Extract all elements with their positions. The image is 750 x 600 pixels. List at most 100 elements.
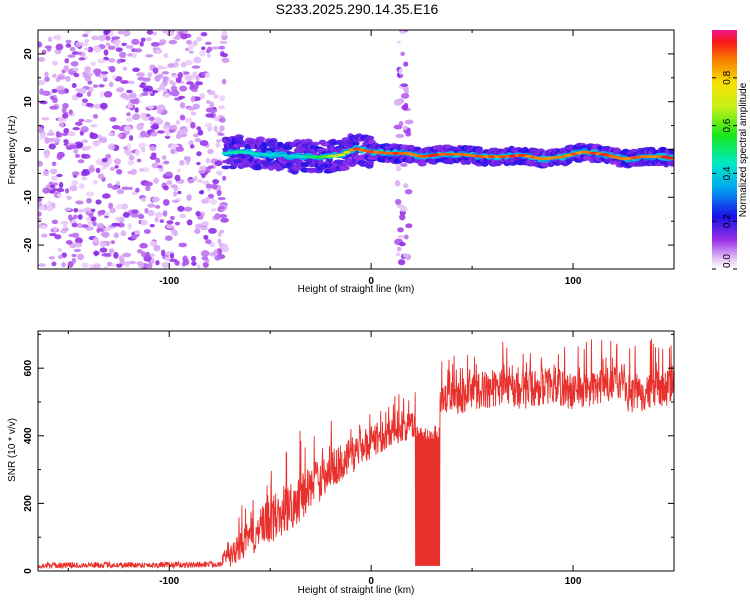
noise-blob [51,60,58,66]
noise-blob [63,64,70,72]
noise-blob [80,224,89,228]
noise-blob [205,239,212,245]
noise-blob [115,181,120,186]
noise-blob [71,253,77,258]
noise-blob [92,84,99,88]
noise-blob [93,250,99,257]
noise-blob [174,221,181,226]
ridge-halo [364,135,375,141]
noise-blob [101,71,109,75]
noise-blob [221,30,228,37]
noise-blob [403,102,409,108]
noise-blob [189,144,195,149]
noise-blob [54,234,62,240]
noise-blob [111,36,121,40]
noise-blob [131,209,139,215]
noise-blob [103,91,113,98]
colorbar-tick-label: 0.6 [722,118,733,132]
noise-blob [155,260,160,266]
noise-blob [85,191,95,197]
noise-blob [41,117,50,121]
noise-blob [157,130,165,134]
noise-blob [96,227,101,234]
noise-blob [199,140,209,147]
noise-blob [175,119,181,125]
noise-blob [48,143,56,150]
noise-blob [38,197,43,202]
noise-blob [68,214,73,221]
noise-blob [136,158,142,163]
noise-blob [99,90,105,98]
noise-blob [162,199,170,206]
colorbar-label: Normalized spectral amplitude [738,82,749,217]
noise-blob [71,171,80,176]
ridge-halo [381,143,391,148]
noise-blob [70,61,79,67]
noise-blob [153,177,159,184]
noise-blob [190,121,196,129]
noise-blob [38,80,46,86]
noise-blob [184,75,190,81]
noise-blob [53,137,61,144]
noise-blob [196,178,204,183]
colorbar-tick-label: 0.4 [722,166,733,180]
noise-blob [194,228,201,235]
noise-blob [188,50,194,54]
noise-blob [116,189,125,195]
ridge-core [665,156,674,160]
noise-blob [167,63,176,68]
noise-blob [196,264,201,269]
noise-blob [158,168,164,173]
noise-blob [191,261,197,267]
x-tick-label: -100 [159,576,179,587]
noise-blob [198,169,206,174]
noise-blob [71,257,77,264]
noise-blob [221,246,230,253]
noise-blob [143,181,153,187]
noise-blob [86,91,92,97]
noise-blob [395,252,401,257]
noise-blob [151,162,159,169]
noise-blob [67,261,74,268]
noise-blob [150,253,155,257]
noise-blob [166,220,174,225]
noise-blob [83,47,89,51]
noise-blob [169,258,178,263]
noise-blob [192,103,200,110]
noise-blob [78,118,85,123]
noise-blob [105,35,111,41]
x-tick-label: -100 [159,276,179,287]
noise-blob [194,137,202,143]
noise-blob [219,40,228,44]
noise-blob [72,127,80,131]
noise-blob [394,198,402,205]
noise-blob [215,139,222,143]
noise-blob [39,100,48,105]
noise-blob [199,50,206,57]
noise-blob [115,47,123,52]
noise-blob [205,157,211,164]
noise-blob [51,219,59,225]
noise-blob [103,49,109,56]
noise-blob [81,139,89,144]
noise-blob [69,185,78,192]
noise-blob [214,213,221,220]
noise-blob [82,33,89,38]
noise-blob [109,166,116,172]
noise-blob [127,143,132,150]
noise-blob [62,113,69,119]
noise-blob [84,119,93,123]
noise-blob [140,37,146,42]
noise-blob [99,241,106,248]
noise-blob [170,215,175,221]
noise-blob [68,131,76,137]
noise-blob [123,126,132,132]
noise-blob [103,30,111,34]
noise-blob [397,227,404,233]
noise-blob [127,223,132,230]
noise-blob [109,207,116,214]
noise-blob [96,222,105,229]
noise-blob [92,221,97,227]
noise-blob [204,41,212,45]
noise-blob [117,30,124,35]
